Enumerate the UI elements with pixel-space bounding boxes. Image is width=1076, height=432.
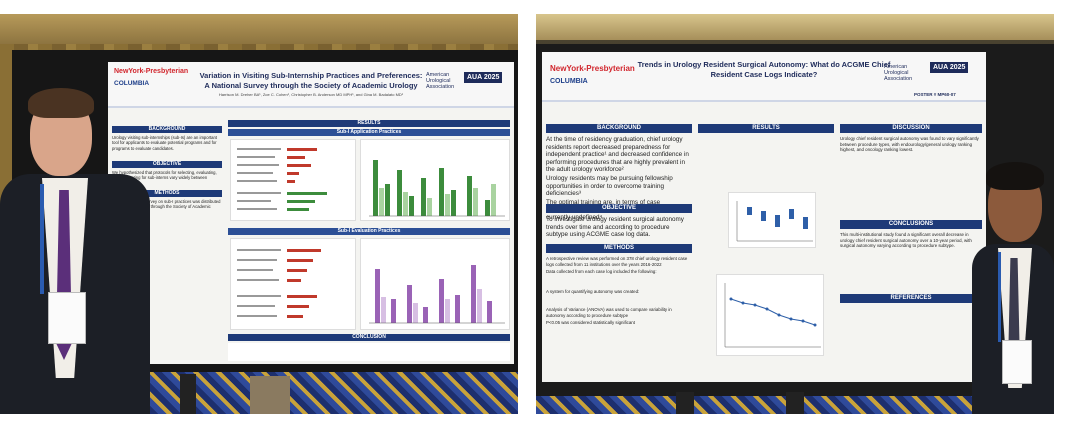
discussion-text: Urology chief resident surgical autonomy…	[840, 136, 979, 153]
poster-title-line1: Variation in Visiting Sub-Internship Pra…	[199, 71, 423, 80]
methods-bullet: P<0.05 was considered statistically sign…	[546, 320, 635, 325]
autonomy-trend-chart	[724, 283, 821, 348]
background-bullet: At the time of residency graduation, chi…	[546, 136, 689, 174]
section-sub-i-practices: Sub-I Application Practices	[228, 129, 510, 136]
section-sub-i-evaluation: Sub-I Evaluation Practices	[228, 228, 510, 235]
nyp-logo: NewYork-Presbyterian	[114, 68, 189, 75]
hbar-chart-1	[237, 148, 327, 211]
figure-vertical-bars-green	[360, 139, 510, 221]
photo-left-presenter: NewYork-Presbyterian COLUMBIA Variation …	[0, 14, 518, 414]
section-objective: OBJECTIVE	[546, 204, 692, 213]
vbar-chart-green	[369, 160, 505, 217]
methods-bullet: Analysis of Variance (ANOVA) was used to…	[546, 307, 672, 318]
autonomy-dot-chart	[736, 201, 813, 242]
bystander-leg	[786, 392, 804, 414]
lanyard	[40, 184, 44, 294]
references-text-block	[840, 306, 982, 376]
figure-autonomy-by-procedure	[728, 192, 816, 248]
aua-org-logo: American Urological Association	[884, 64, 913, 82]
section-methods: METHODS	[112, 190, 222, 197]
ceiling	[0, 14, 518, 44]
name-badge	[1002, 340, 1032, 384]
lanyard	[998, 252, 1001, 342]
figure-autonomy-over-time	[716, 274, 824, 356]
conclusion-text-block	[228, 343, 510, 361]
figure-vertical-bars-purple	[360, 238, 510, 330]
aua-2025-badge: AUA 2025	[930, 62, 969, 73]
columbia-logo: COLUMBIA	[114, 80, 150, 87]
right-poster: NewYork-Presbyterian COLUMBIA Trends in …	[542, 52, 986, 382]
section-background: BACKGROUND	[546, 124, 692, 133]
section-background: BACKGROUND	[112, 126, 222, 133]
section-objective: OBJECTIVE	[112, 161, 222, 168]
vbar-chart-purple	[369, 265, 505, 324]
section-discussion: DISCUSSION	[840, 124, 982, 133]
results-text-block-2	[698, 252, 834, 266]
ceiling	[536, 14, 1054, 40]
poster-title-line2: Resident Case Logs Indicate?	[710, 70, 818, 79]
presenter-left	[0, 74, 160, 414]
background-text: Urology visiting sub-internships (sub-Is…	[112, 135, 217, 151]
methods-bullets: A retrospective review was performed on …	[546, 256, 692, 380]
nyp-logo: NewYork-Presbyterian	[550, 64, 635, 73]
methods-bullet: A system for quantifying autonomy was cr…	[546, 289, 640, 294]
hbar-chart-2	[237, 249, 321, 318]
bystander-leg	[676, 392, 694, 414]
right-margin	[1054, 0, 1076, 432]
background-bullet: Urology residents may be pursuing fellow…	[546, 174, 673, 198]
presenter-right	[968, 154, 1054, 414]
hair	[28, 88, 94, 118]
poster-header: NewYork-Presbyterian COLUMBIA Trends in …	[542, 52, 986, 102]
poster-title-line2: A National Survey through the Society of…	[204, 81, 418, 90]
figure-horizontal-bars-1	[230, 139, 356, 221]
name-badge	[48, 292, 86, 344]
aua-2025-badge: AUA 2025	[464, 72, 503, 83]
objective-text: To investigate urology resident surgical…	[546, 216, 684, 239]
poster-number: POSTER # MP60-07	[914, 92, 956, 97]
section-results: RESULTS	[698, 124, 834, 133]
section-conclusion: CONCLUSION	[228, 334, 510, 341]
bystander-leg	[250, 376, 290, 414]
poster-authors: Harrison M. Dreher BA¹, Zoe C. Cohen¹, C…	[218, 92, 404, 97]
section-conclusions: CONCLUSIONS	[840, 220, 982, 229]
section-methods: METHODS	[546, 244, 692, 253]
methods-bullet: A retrospective review was performed on …	[546, 256, 688, 267]
section-results: RESULTS	[228, 120, 510, 127]
poster-header: NewYork-Presbyterian COLUMBIA Variation …	[108, 62, 514, 108]
bystander-leg	[180, 374, 196, 414]
methods-bullet: Data collected from each case log includ…	[546, 269, 657, 274]
photo-right-presenter: NewYork-Presbyterian COLUMBIA Trends in …	[536, 14, 1054, 414]
left-poster: NewYork-Presbyterian COLUMBIA Variation …	[108, 62, 514, 364]
aua-org-logo: American Urological Association	[426, 72, 455, 90]
section-references: REFERENCES	[840, 294, 982, 303]
figure-horizontal-bars-2	[230, 238, 356, 330]
results-text-block	[698, 136, 834, 190]
poster-title-line1: Trends in Urology Resident Surgical Auto…	[637, 60, 891, 69]
conclusions-text: This multi-institutional study found a s…	[840, 232, 972, 249]
columbia-logo: COLUMBIA	[550, 78, 588, 85]
hair	[986, 162, 1044, 190]
photo-divider	[518, 0, 536, 432]
